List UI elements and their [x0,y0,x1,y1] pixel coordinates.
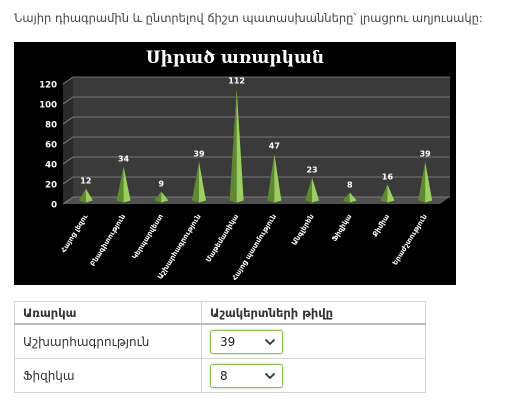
x-tick-label: Մաթեմատիկա [204,212,240,263]
y-tick-label: 100 [39,101,57,111]
gridline [62,116,450,125]
bar-shadow [154,191,162,203]
bar [123,166,131,203]
y-tick-label: 0 [51,201,57,211]
y-tick-label: 80 [45,121,57,131]
bar [198,161,206,203]
data-label: 39 [193,150,205,159]
x-tick-label: Աշխարհագրություն [156,213,203,281]
bar [236,88,244,203]
y-tick-label: 20 [45,181,57,191]
data-label: 16 [382,173,394,182]
x-tick-label: Երաժշտություն [391,213,429,267]
answer-cell: 39 [201,323,426,359]
gridline [62,136,450,145]
bar-shadow [116,166,124,203]
chevron-down-icon [265,338,275,345]
answer-table: Առարկա Աշակերտների թիվը Աշխարհագրություն… [14,301,426,393]
data-label: 47 [269,142,280,151]
bar-shadow [342,192,350,203]
answer-select[interactable]: 8 [210,363,283,388]
bar-shadow [78,188,86,203]
x-tick-label: Քիմիա [371,212,391,238]
answer-cell: 8 [201,358,426,393]
subject-cell: Աշխարհագրություն [14,323,202,359]
y-tick-label: 40 [45,161,57,171]
gridline [62,96,450,105]
x-tick-label: Հայոց պատմություն [231,213,278,282]
x-tick-label: Ֆիզիկա [330,212,353,243]
x-tick-label: Բնագիտություն [89,213,127,268]
chart-svg: Սիրած առարկան 0 20 40 60 80 100 120 12 Հայոց լեզո… [39,48,450,282]
instruction-text: Նայիր դիագրամին և ընտրելով ճիշտ պատասխան… [14,11,483,25]
gridline [62,76,450,85]
table-header-row: Առարկա Աշակերտների թիվը [14,301,426,325]
chevron-down-icon [265,372,275,379]
answer-select[interactable]: 39 [210,329,283,354]
select-value: 8 [220,368,228,383]
data-label: 8 [347,181,353,190]
bar-shadow [418,161,426,203]
bar [425,161,433,203]
bar [274,153,282,203]
bar [85,188,93,203]
bar-chart: Սիրած առարկան 0 20 40 60 80 100 120 12 Հայոց լեզո… [14,42,456,285]
bar [161,191,169,203]
data-label: 23 [306,166,317,175]
table-row: Աշխարհագրություն 39 [14,323,426,359]
select-value: 39 [220,334,236,349]
bar [349,192,357,203]
chart-title: Սիրած առարկան [146,48,324,68]
bar-shadow [191,161,199,203]
header-subject: Առարկա [14,301,202,325]
x-tick-label: Անգլերեն [290,213,315,247]
bar-shadow [305,177,313,203]
y-tick-label: 60 [45,141,57,151]
bar [387,184,395,203]
gridline [62,176,450,185]
x-tick-label: Կերպարվեստ [131,212,165,260]
data-label: 34 [118,155,130,164]
gridline [62,196,450,205]
bar-shadow [267,153,275,203]
header-count: Աշակերտների թիվը [201,301,426,325]
bar-shadow [229,88,237,203]
data-label: 9 [158,180,164,189]
bar-shadow [380,184,388,203]
x-tick-label: Հայոց լեզու [60,212,90,254]
data-label: 39 [420,150,432,159]
data-label: 112 [228,77,245,86]
subject-cell: Ֆիզիկա [14,358,202,393]
y-tick-label: 120 [39,81,57,91]
data-label: 12 [80,177,91,186]
table-row: Ֆիզիկա 8 [14,358,426,393]
gridline [62,156,450,165]
bar [312,177,320,203]
